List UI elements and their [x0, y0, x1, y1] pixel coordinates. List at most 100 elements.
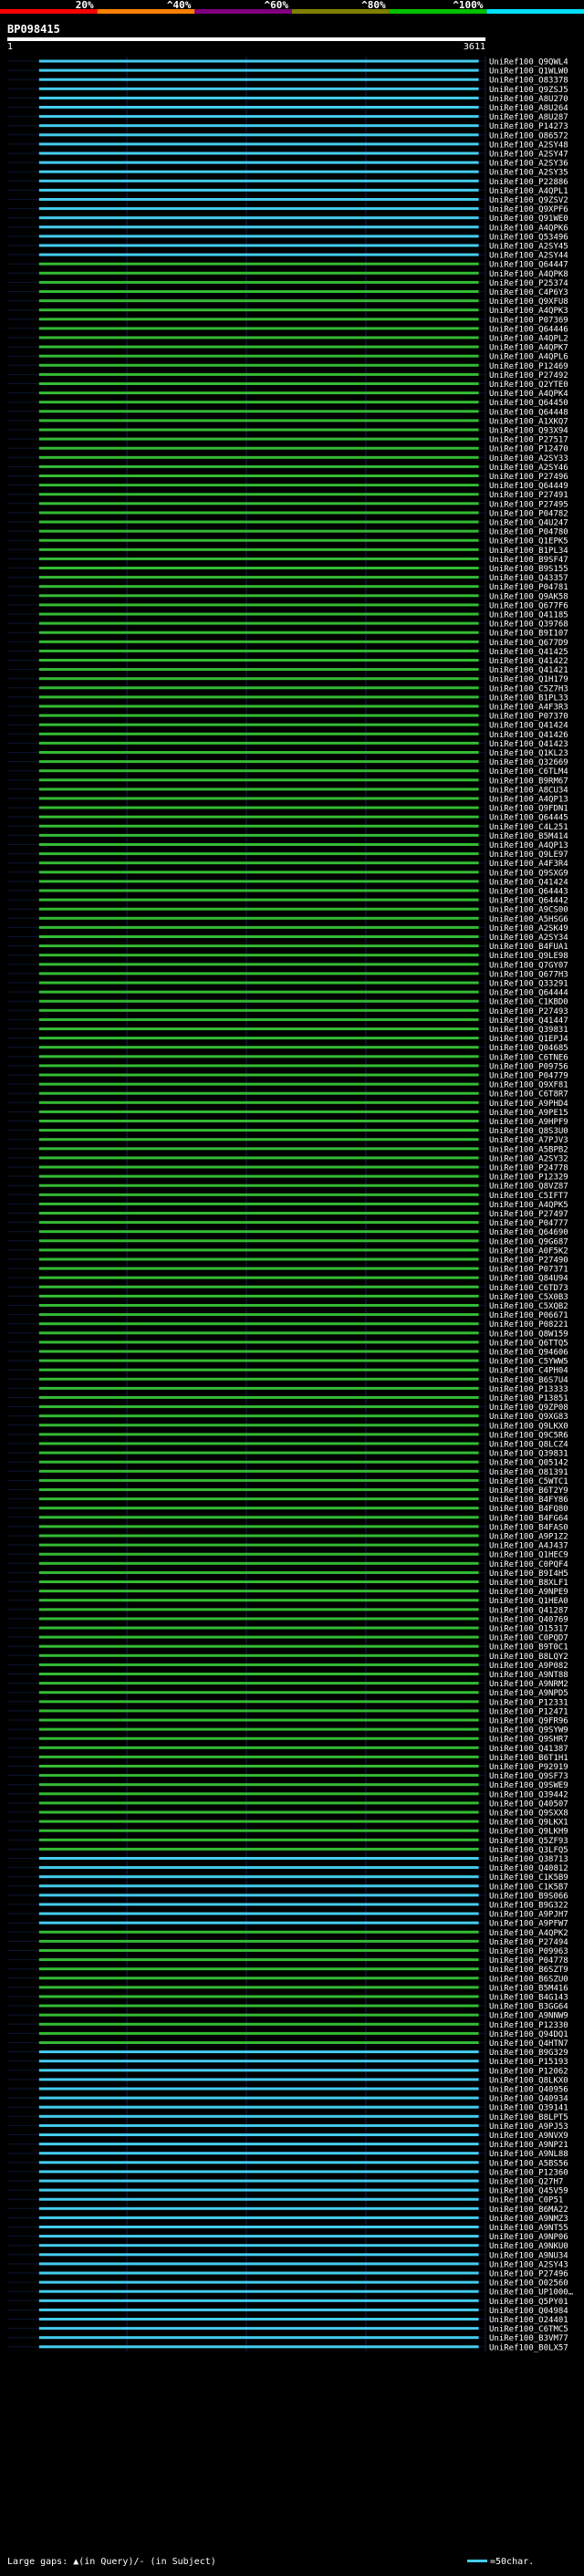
hit-label[interactable]: UniRef100_P27494 — [489, 1938, 568, 1947]
hit-bar[interactable] — [38, 354, 479, 358]
hit-bar[interactable] — [38, 1073, 479, 1077]
hit-bar[interactable] — [38, 732, 479, 735]
hit-bar[interactable] — [38, 2244, 479, 2247]
hit-bar[interactable] — [38, 1525, 479, 1528]
hit-bar[interactable] — [38, 677, 479, 681]
hit-label[interactable]: UniRef100_A2SY36 — [489, 160, 568, 169]
hit-bar[interactable] — [38, 235, 479, 238]
hit-label[interactable]: UniRef100_Q1HEA0 — [489, 1597, 568, 1606]
hit-bar[interactable] — [38, 1644, 479, 1648]
hit-label[interactable]: UniRef100_C1K5B7 — [489, 1882, 568, 1892]
hit-label[interactable]: UniRef100_P27491 — [489, 491, 568, 500]
hit-label[interactable]: UniRef100_Q64442 — [489, 897, 568, 906]
hit-label[interactable]: UniRef100_A9NT55 — [489, 2224, 568, 2233]
hit-bar[interactable] — [38, 751, 479, 754]
hit-label[interactable]: UniRef100_Q94606 — [489, 1349, 568, 1358]
hit-bar[interactable] — [38, 2022, 479, 2026]
hit-label[interactable]: UniRef100_A5BS56 — [489, 2159, 568, 2168]
hit-bar[interactable] — [38, 2060, 479, 2063]
hit-label[interactable]: UniRef100_A2SY33 — [489, 454, 568, 464]
hit-label[interactable]: UniRef100_Q1EPJ4 — [489, 1035, 568, 1044]
hit-bar[interactable] — [38, 2299, 479, 2302]
hit-label[interactable]: UniRef100_Q39768 — [489, 621, 568, 630]
hit-label[interactable]: UniRef100_C5WTC1 — [489, 1477, 568, 1486]
hit-label[interactable]: UniRef100_A5BPB2 — [489, 1145, 568, 1154]
hit-bar[interactable] — [38, 2327, 479, 2331]
hit-label[interactable]: UniRef100_Q5PY01 — [489, 2298, 568, 2307]
hit-label[interactable]: UniRef100_Q9XFU8 — [489, 297, 568, 307]
hit-bar[interactable] — [38, 1082, 479, 1086]
hit-label[interactable]: UniRef100_Q45V59 — [489, 2187, 568, 2196]
hit-bar[interactable] — [38, 1451, 479, 1455]
hit-bar[interactable] — [38, 843, 479, 846]
hit-label[interactable]: UniRef100_A9NMZ3 — [489, 2215, 568, 2224]
hit-bar[interactable] — [38, 198, 479, 201]
hit-label[interactable]: UniRef100_C0PQF4 — [489, 1560, 568, 1570]
hit-bar[interactable] — [38, 151, 479, 155]
hit-bar[interactable] — [38, 1682, 479, 1685]
hit-bar[interactable] — [38, 1608, 479, 1611]
hit-label[interactable]: UniRef100_A4QP13 — [489, 841, 568, 850]
hit-label[interactable]: UniRef100_A5HSG6 — [489, 915, 568, 924]
hit-bar[interactable] — [38, 1570, 479, 1574]
hit-bar[interactable] — [38, 1580, 479, 1583]
hit-bar[interactable] — [38, 253, 479, 256]
hit-label[interactable]: UniRef100_A4QP13 — [489, 796, 568, 805]
hit-bar[interactable] — [38, 529, 479, 533]
hit-label[interactable]: UniRef100_Q9G687 — [489, 1237, 568, 1246]
hit-bar[interactable] — [38, 557, 479, 560]
hit-label[interactable]: UniRef100_Q9LKH9 — [489, 1828, 568, 1837]
hit-label[interactable]: UniRef100_A2SY35 — [489, 169, 568, 178]
hit-bar[interactable] — [38, 916, 479, 920]
hit-label[interactable]: UniRef100_Q41424 — [489, 878, 568, 887]
hit-label[interactable]: UniRef100_A9NT88 — [489, 1671, 568, 1680]
hit-bar[interactable] — [38, 1635, 479, 1639]
hit-label[interactable]: UniRef100_Q4HTN7 — [489, 2039, 568, 2049]
hit-bar[interactable] — [38, 797, 479, 800]
hit-bar[interactable] — [38, 760, 479, 764]
hit-bar[interactable] — [38, 1626, 479, 1630]
hit-label[interactable]: UniRef100_Q93X94 — [489, 427, 568, 436]
hit-label[interactable]: UniRef100_C0PQD7 — [489, 1634, 568, 1643]
hit-bar[interactable] — [38, 2179, 479, 2183]
hit-bar[interactable] — [38, 806, 479, 809]
hit-bar[interactable] — [38, 1958, 479, 1962]
hit-label[interactable]: UniRef100_A9P082 — [489, 1662, 568, 1671]
hit-bar[interactable] — [38, 659, 479, 662]
hit-label[interactable]: UniRef100_B9RM67 — [489, 777, 568, 786]
hit-label[interactable]: UniRef100_P04779 — [489, 1072, 568, 1081]
hit-label[interactable]: UniRef100_Q9LKX1 — [489, 1819, 568, 1828]
hit-label[interactable]: UniRef100_P04780 — [489, 528, 568, 537]
hit-label[interactable]: UniRef100_Q9SYW9 — [489, 1726, 568, 1736]
hit-bar[interactable] — [38, 1976, 479, 1980]
hit-label[interactable]: UniRef100_P27490 — [489, 1257, 568, 1266]
hit-label[interactable]: UniRef100_P25374 — [489, 279, 568, 288]
hit-bar[interactable] — [38, 1497, 479, 1501]
hit-label[interactable]: UniRef100_B9T0C1 — [489, 1643, 568, 1653]
hit-bar[interactable] — [38, 1590, 479, 1593]
hit-label[interactable]: UniRef100_A9P1Z2 — [489, 1533, 568, 1542]
hit-label[interactable]: UniRef100_A9NRM2 — [489, 1680, 568, 1689]
hit-label[interactable]: UniRef100_Q91WE0 — [489, 214, 568, 224]
hit-label[interactable]: UniRef100_Q677D9 — [489, 639, 568, 648]
hit-label[interactable]: UniRef100_A2SK49 — [489, 924, 568, 933]
hit-bar[interactable] — [38, 170, 479, 173]
hit-bar[interactable] — [38, 1129, 479, 1132]
hit-label[interactable]: UniRef100_Q8S3U0 — [489, 1127, 568, 1136]
hit-bar[interactable] — [38, 2105, 479, 2109]
hit-label[interactable]: UniRef100_B4FAS0 — [489, 1523, 568, 1532]
hit-bar[interactable] — [38, 723, 479, 726]
hit-label[interactable]: UniRef100_Q43357 — [489, 574, 568, 583]
hit-label[interactable]: UniRef100_P12360 — [489, 2168, 568, 2177]
hit-label[interactable]: UniRef100_Q32669 — [489, 758, 568, 767]
hit-label[interactable]: UniRef100_Q39442 — [489, 1790, 568, 1799]
hit-label[interactable]: UniRef100_P04778 — [489, 1956, 568, 1966]
hit-bar[interactable] — [38, 1386, 479, 1390]
hit-bar[interactable] — [38, 372, 479, 376]
hit-bar[interactable] — [38, 2197, 479, 2201]
hit-bar[interactable] — [38, 1460, 479, 1464]
hit-bar[interactable] — [38, 345, 479, 349]
hit-bar[interactable] — [38, 1396, 479, 1399]
hit-bar[interactable] — [38, 714, 479, 717]
hit-bar[interactable] — [38, 1746, 479, 1749]
